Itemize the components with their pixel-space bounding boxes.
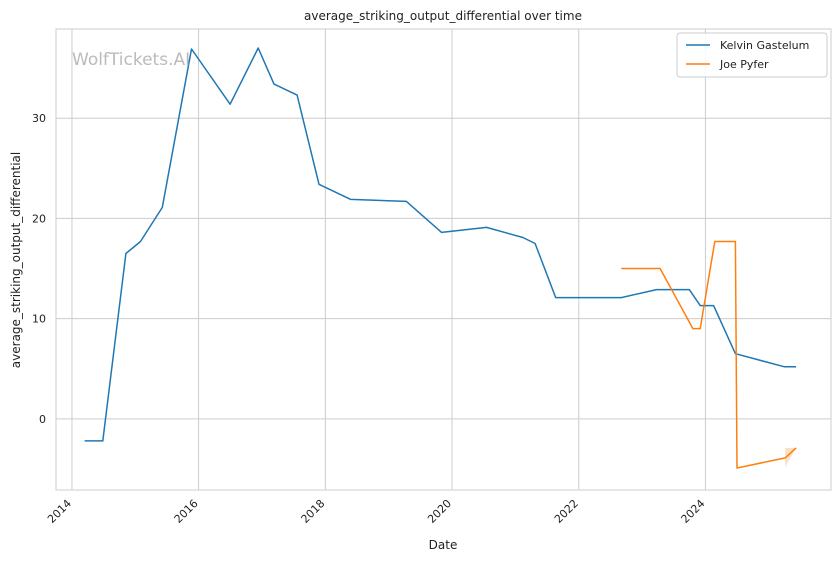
- plot-frame: [55, 28, 832, 491]
- x-axis-label: Date: [429, 538, 458, 552]
- series-layer: [84, 47, 797, 469]
- confidence-band-joe-pyfer: [785, 447, 797, 467]
- y-tick-label: 0: [39, 413, 46, 426]
- legend-label-joe-pyfer: Joe Pyfer: [719, 58, 769, 71]
- legend-label-kelvin-gastelum: Kelvin Gastelum: [720, 39, 809, 52]
- legend: Kelvin Gastelum Joe Pyfer: [676, 32, 828, 78]
- series-line-kelvin-gastelum: [84, 47, 797, 442]
- legend-box: [676, 32, 828, 78]
- y-tick-label: 10: [32, 313, 46, 326]
- y-tick-label: 20: [32, 212, 46, 225]
- series-line-joe-pyfer: [621, 240, 797, 469]
- y-axis-label: average_striking_output_differential: [9, 152, 23, 368]
- y-tick-label: 30: [32, 112, 46, 125]
- chart-title: average_striking_output_differential ove…: [304, 9, 582, 23]
- grid: [56, 29, 831, 490]
- watermark: WolfTickets.AI: [72, 50, 190, 70]
